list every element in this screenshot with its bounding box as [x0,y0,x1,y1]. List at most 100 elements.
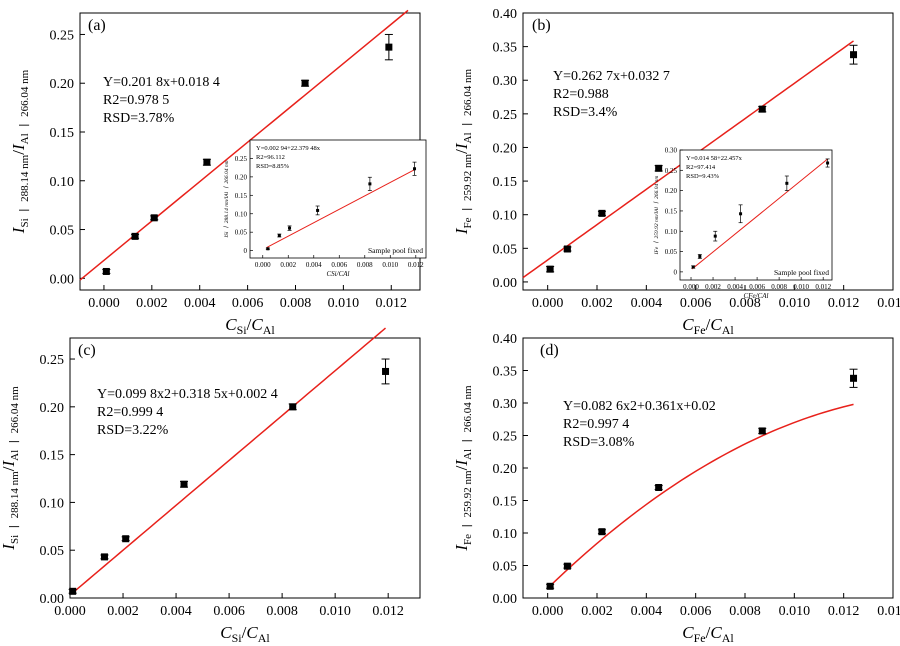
y-tick-label: 0.30 [493,74,518,89]
x-axis-label-subscript: Al [722,631,735,645]
data-point [203,158,211,166]
x-tick-label: 0.014 [877,296,900,311]
fit-line [549,403,854,587]
y-axis-label-slash: / [452,149,471,154]
data-point [102,267,110,275]
panel-label: (c) [78,342,96,359]
y-axis-label: IFe 丨 259.92 nm/IAl 丨 266.04 nm [452,68,474,235]
x-axis-label-symbol: C [225,315,237,334]
data-point [546,265,554,273]
y-tick-label: 0.40 [493,332,518,347]
inset-data-point [826,161,830,165]
x-axis-label-symbol: C [220,623,232,642]
inset-note: Sample pool fixed [368,246,423,255]
inset-y-tick-label: 0 [244,247,248,255]
x-axis-label: CSi/CAl [220,623,270,645]
x-axis-label-subscript: Fe [694,631,706,645]
inset-x-tick-label: 0.004 [727,283,743,291]
inset-x-tick-label: 0.010 [382,261,398,269]
y-axis-label: ISi 丨 288.14 nm/IAl 丨 266.04 nm [9,69,31,234]
data-point [655,484,663,491]
x-axis-label-symbol: C [682,315,694,334]
inset-y-tick-label: 0.10 [665,228,678,236]
y-tick-label: 0.00 [493,276,518,291]
x-tick-label: 0.012 [376,296,408,311]
y-axis-label-subscript: Fe 丨 259.92 nm [461,470,474,545]
y-tick-label: 0.25 [50,28,75,43]
inset-data-point [368,182,372,186]
x-tick-label: 0.002 [136,296,168,311]
x-axis-label: CFe/CAl [682,623,734,645]
inset-y-tick-label: 0.15 [665,207,678,215]
inset-x-tick-label: 0.012 [815,283,831,291]
x-tick-label: 0.006 [680,296,712,311]
data-point [563,562,571,570]
x-axis-label-slash: / [706,623,711,642]
y-tick-label: 0.25 [493,108,518,123]
x-axis-label-subscript: Al [263,323,276,337]
inset-data-point [698,254,702,258]
x-axis-label-symbol: C [246,623,258,642]
y-axis-label-slash: / [452,465,471,470]
rsd-text: RSD=3.08% [563,435,635,450]
panel-label: (b) [532,17,551,34]
y-tick-label: 0.10 [50,175,75,190]
y-axis-label-symbol: I [0,460,18,468]
x-axis-label: CFe/CAl [682,315,734,337]
x-tick-label: 0.012 [828,604,860,619]
equation-block: Y=0.082 6x2+0.361x+0.02 R2=0.997 4 RSD=3.0… [563,399,716,450]
x-axis-label-symbol: C [710,315,722,334]
y-tick-label: 0.20 [50,77,75,92]
y-axis-label-slash: / [0,466,18,471]
y-tick-label: 0.05 [50,224,75,239]
x-axis-label-symbol: C [682,623,694,642]
inset-chart: 0.000 0.002 0.004 0.006 0.008 0.010 0.012 0 0.05… [223,139,427,278]
inset-y-tick-label: 0.25 [235,155,248,163]
inset-y-tick-label: 0 [674,268,678,276]
data-point [655,164,663,172]
y-axis-label-subscript: Si 丨 288.14 nm [18,154,31,227]
y-tick-label: 0.40 [493,7,518,22]
equation-text: Y=0.082 6x2+0.361x+0.02 [563,399,716,414]
y-tick-label: 0.15 [493,495,518,510]
x-tick-label: 0.010 [328,296,360,311]
inset-rsd-text: RSD=8.85% [256,163,290,170]
inset-equation-text: Y=0.014 58+22.457x [686,155,743,162]
data-point [758,427,766,435]
x-tick-label: 0.006 [213,604,245,619]
data-point [385,43,393,51]
x-tick-label: 0.008 [729,604,761,619]
inset-x-tick-label: 0.002 [705,283,721,291]
equation-text: Y=0.099 8x2+0.318 5x+0.002 4 [97,387,278,402]
x-axis-label-slash: / [706,315,711,334]
data-point [69,587,77,595]
equation-block: Y=0.201 8x+0.018 4 R2=0.978 5 RSD=3.78% [103,75,220,126]
y-axis-label: ISi 丨 288.14 nm/IAl 丨 266.04 nm [0,386,21,551]
x-tick-label: 0.008 [266,604,298,619]
inset-x-tick-label: 0.002 [280,261,296,269]
data-point [850,51,858,59]
inset-x-tick-label: 0.008 [357,261,373,269]
inset-y-tick-label: 0.20 [235,173,248,181]
x-tick-label: 0.010 [779,296,811,311]
data-point [598,209,606,217]
x-tick-label: 0.010 [319,604,351,619]
panel-b: 0.0000.0020.0040.0060.0080.0100.0120.014… [452,7,900,337]
data-point [289,403,297,411]
inset-x-axis-label: CSi/CAl [327,270,350,278]
inset-x-tick-label: 0.006 [749,283,765,291]
data-point [382,367,390,375]
y-axis-label-symbol: I [0,543,18,551]
rsd-text: RSD=3.22% [97,423,169,438]
r-squared-text: R2=0.988 [553,87,609,102]
x-tick-label: 0.000 [532,604,564,619]
y-tick-label: 0.20 [40,401,65,416]
inset-y-tick-label: 0.30 [665,147,678,155]
inset-x-tick-label: 0.006 [331,261,347,269]
inset-y-axis-label: ISi 丨 288.14 nm/IAl 丨 266.04 nm [223,160,230,238]
inset-data-point [739,212,743,216]
inset-data-point [713,234,717,238]
y-axis-label: IFe 丨 259.92 nm/IAl 丨 266.04 nm [452,385,474,552]
inset-frame [249,139,427,259]
